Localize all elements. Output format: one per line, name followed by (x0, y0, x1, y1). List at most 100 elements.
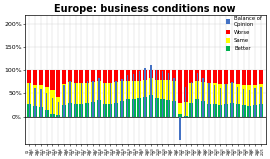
Bar (108, 83, 112, 104)
Bar (184, 102, 188, 116)
Bar (225, 84, 227, 117)
Bar (91, 70, 95, 82)
Bar (160, 99, 164, 117)
Bar (56, 115, 60, 117)
Bar (190, 83, 194, 103)
Bar (185, 86, 186, 117)
Bar (230, 70, 234, 83)
Bar (50, 114, 55, 117)
Bar (91, 102, 95, 117)
Bar (155, 98, 159, 117)
Bar (155, 70, 159, 80)
Bar (137, 70, 141, 81)
Bar (184, 116, 188, 117)
Bar (74, 70, 78, 83)
Bar (149, 70, 153, 78)
Bar (126, 81, 130, 100)
Bar (81, 83, 82, 117)
Bar (201, 101, 205, 117)
Bar (91, 82, 95, 102)
Bar (190, 103, 194, 117)
Bar (242, 85, 246, 106)
Bar (92, 81, 94, 117)
Bar (230, 103, 234, 117)
Bar (50, 70, 55, 90)
Bar (97, 81, 101, 100)
Bar (131, 99, 136, 117)
Bar (218, 84, 222, 106)
Bar (260, 87, 262, 117)
Bar (137, 81, 141, 98)
Bar (45, 110, 49, 117)
Bar (230, 83, 234, 103)
Bar (208, 83, 210, 117)
Bar (190, 70, 194, 83)
Bar (179, 117, 181, 140)
Bar (63, 85, 65, 117)
Bar (224, 70, 228, 84)
Bar (247, 70, 251, 85)
Bar (104, 83, 105, 117)
Bar (68, 103, 72, 117)
Bar (86, 81, 88, 117)
Bar (195, 70, 199, 81)
Bar (52, 98, 53, 117)
Bar (120, 101, 124, 117)
Bar (195, 81, 199, 99)
Bar (27, 70, 31, 83)
Bar (126, 100, 130, 117)
Bar (254, 88, 256, 117)
Bar (149, 95, 153, 117)
Bar (236, 70, 240, 84)
Bar (79, 70, 83, 83)
Bar (156, 70, 157, 117)
Bar (247, 106, 251, 117)
Bar (62, 105, 66, 117)
Bar (68, 70, 72, 82)
Bar (224, 84, 228, 104)
Bar (56, 97, 60, 115)
Bar (103, 104, 107, 117)
Bar (207, 83, 211, 104)
Bar (155, 80, 159, 98)
Bar (29, 83, 30, 117)
Bar (172, 81, 176, 101)
Bar (108, 104, 112, 117)
Bar (85, 103, 89, 117)
Bar (259, 84, 263, 104)
Bar (253, 85, 257, 106)
Bar (110, 83, 111, 117)
Bar (243, 89, 244, 117)
Bar (85, 70, 89, 83)
Bar (197, 73, 198, 117)
Bar (214, 85, 215, 117)
Bar (127, 75, 129, 117)
Bar (247, 85, 251, 106)
Bar (46, 93, 48, 117)
Bar (39, 107, 43, 117)
Bar (108, 70, 112, 83)
Bar (191, 82, 192, 117)
Bar (160, 80, 164, 99)
Bar (27, 104, 31, 117)
Bar (212, 104, 217, 117)
Bar (166, 80, 170, 100)
Bar (120, 70, 124, 81)
Bar (74, 83, 78, 104)
Legend: Balance of
Opinion, Worse, Same, Better: Balance of Opinion, Worse, Same, Better (225, 15, 263, 52)
Bar (178, 103, 182, 114)
Bar (121, 79, 123, 117)
Bar (62, 70, 66, 84)
Bar (218, 70, 222, 84)
Bar (116, 81, 117, 117)
Bar (68, 82, 72, 103)
Bar (172, 101, 176, 117)
Bar (58, 102, 59, 117)
Bar (150, 65, 152, 117)
Bar (236, 84, 240, 104)
Bar (162, 71, 163, 117)
Bar (173, 78, 175, 117)
Bar (143, 80, 147, 97)
Bar (114, 70, 118, 82)
Bar (85, 83, 89, 103)
